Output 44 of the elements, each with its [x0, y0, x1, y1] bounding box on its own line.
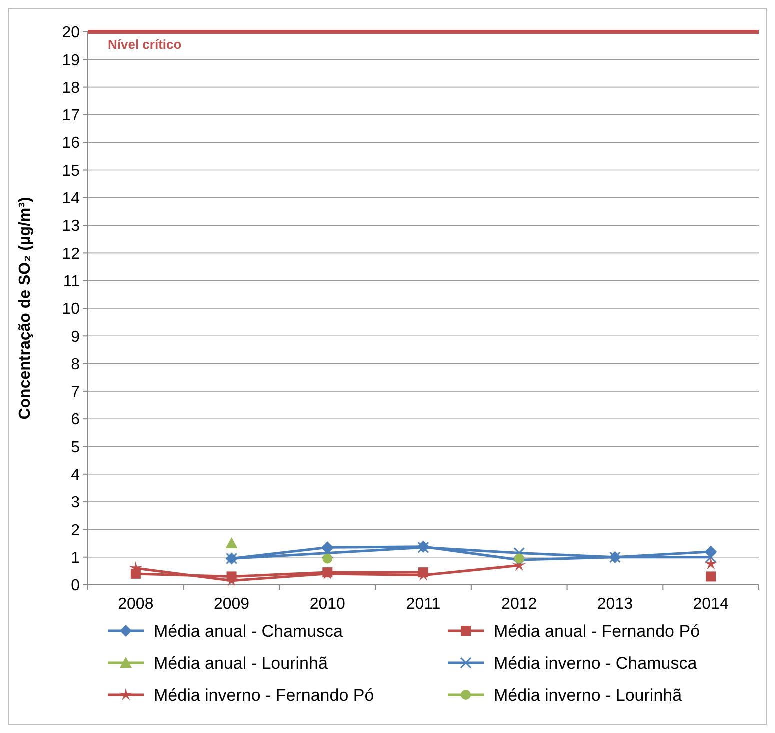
- y-tick-label: 16: [62, 135, 80, 152]
- y-tick-label: 15: [62, 162, 80, 180]
- y-tick-label: 3: [71, 494, 80, 512]
- y-axis-title: Concentração de SO₂ (µg/m³): [17, 197, 34, 420]
- legend-label: Média inverno - Chamusca: [494, 654, 698, 673]
- y-tick-label: 10: [62, 301, 80, 318]
- legend-label: Média anual - Fernando Pó: [494, 622, 700, 641]
- x-tick-label: 2010: [310, 596, 346, 613]
- x-tick-label: 2011: [406, 596, 441, 613]
- legend-label: Média anual - Chamusca: [154, 622, 344, 641]
- x-tick-label: 2014: [693, 596, 729, 613]
- point: [322, 554, 333, 564]
- point: [514, 547, 526, 559]
- legend-label: Média inverno - Fernando Pó: [154, 686, 374, 705]
- y-tick-label: 20: [62, 24, 80, 42]
- y-tick-label: 2: [71, 522, 80, 540]
- y-tick-label: 4: [71, 467, 80, 484]
- x-tick-label: 2012: [502, 596, 538, 613]
- ref-line-label: Nível crítico: [108, 37, 182, 52]
- y-tick-label: 6: [71, 412, 80, 429]
- y-tick-label: 1: [71, 550, 80, 567]
- y-tick-label: 8: [71, 356, 80, 374]
- x-tick-label: 2008: [118, 596, 154, 613]
- y-tick-label: 12: [62, 246, 80, 263]
- point: [514, 554, 524, 564]
- y-tick-label: 19: [62, 52, 80, 70]
- x-tick-label: 2009: [214, 596, 250, 613]
- point: [704, 557, 718, 570]
- y-tick-label: 18: [62, 80, 80, 97]
- y-tick-label: 0: [71, 578, 80, 595]
- point: [322, 547, 334, 559]
- y-tick-label: 11: [63, 273, 80, 290]
- legend-label: Média inverno - Lourinhã: [494, 686, 683, 705]
- point: [706, 572, 716, 582]
- y-tick-label: 9: [71, 328, 80, 346]
- point: [705, 552, 717, 564]
- y-tick-label: 5: [71, 439, 80, 456]
- y-tick-label: 17: [62, 108, 80, 125]
- y-tick-label: 13: [62, 218, 80, 236]
- point: [226, 538, 238, 549]
- x-tick-label: 2013: [597, 596, 634, 613]
- y-tick-label: 14: [62, 190, 80, 208]
- y-tick-label: 7: [71, 384, 80, 402]
- legend-label: Média anual - Lourinhã: [154, 654, 328, 673]
